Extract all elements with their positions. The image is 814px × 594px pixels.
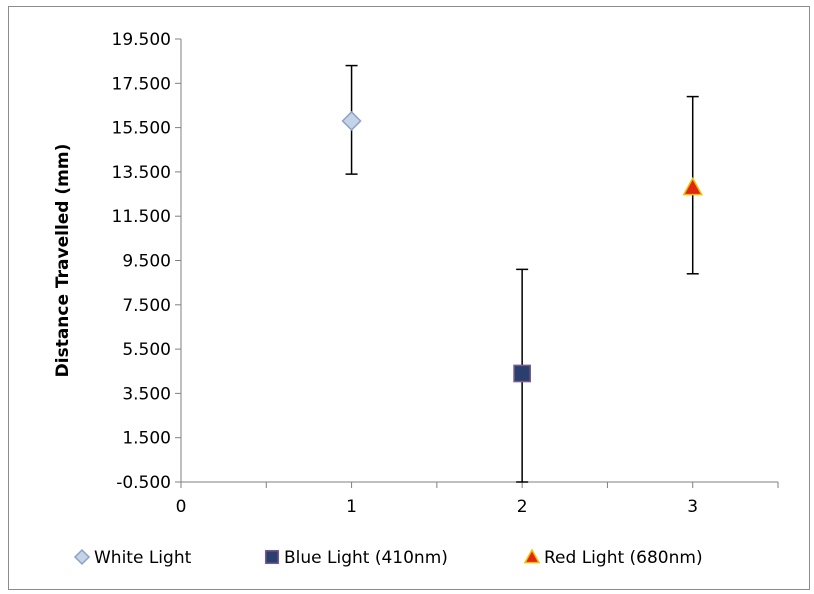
legend-marker-triangle	[523, 548, 541, 564]
data-point-triangle	[682, 176, 703, 196]
data-point-square	[513, 364, 531, 383]
data-point-diamond	[341, 110, 362, 132]
x-axis: 0 1 2 3	[176, 481, 779, 517]
legend-label: White Light	[94, 548, 192, 568]
x-tick-label: 0	[176, 497, 187, 517]
legend-label: Red Light (680nm)	[544, 548, 703, 568]
y-tick-label: 17.500	[112, 74, 171, 94]
y-tick-label: 9.500	[122, 252, 171, 272]
chart-frame	[8, 6, 810, 590]
y-tick-label: 7.500	[122, 296, 171, 316]
legend-marker-square	[264, 549, 280, 565]
x-tick-label: 3	[687, 497, 698, 517]
y-tick-label: 13.500	[112, 163, 171, 183]
y-axis-title: Distance Travelled (mm)	[53, 144, 73, 378]
y-tick-label: 15.500	[112, 119, 171, 139]
x-tick-label: 1	[346, 497, 357, 517]
x-tick-label: 2	[517, 497, 528, 517]
y-tick-label: -0.500	[116, 473, 171, 493]
error-bars	[345, 64, 699, 483]
y-tick-label: 3.500	[122, 384, 171, 404]
y-tick-label: 11.500	[112, 207, 171, 227]
y-axis: 19.500 17.500 15.500 13.500 11.500 9.500 7.500…	[112, 30, 182, 493]
legend-marker-diamond	[73, 548, 91, 566]
data-markers	[341, 110, 703, 383]
y-tick-label: 5.500	[122, 340, 171, 360]
legend: White Light Blue Light (410nm) Red Light (…	[73, 548, 703, 568]
y-tick-label: 19.500	[112, 30, 171, 50]
y-tick-label: 1.500	[122, 429, 171, 449]
legend-label: Blue Light (410nm)	[284, 548, 448, 568]
